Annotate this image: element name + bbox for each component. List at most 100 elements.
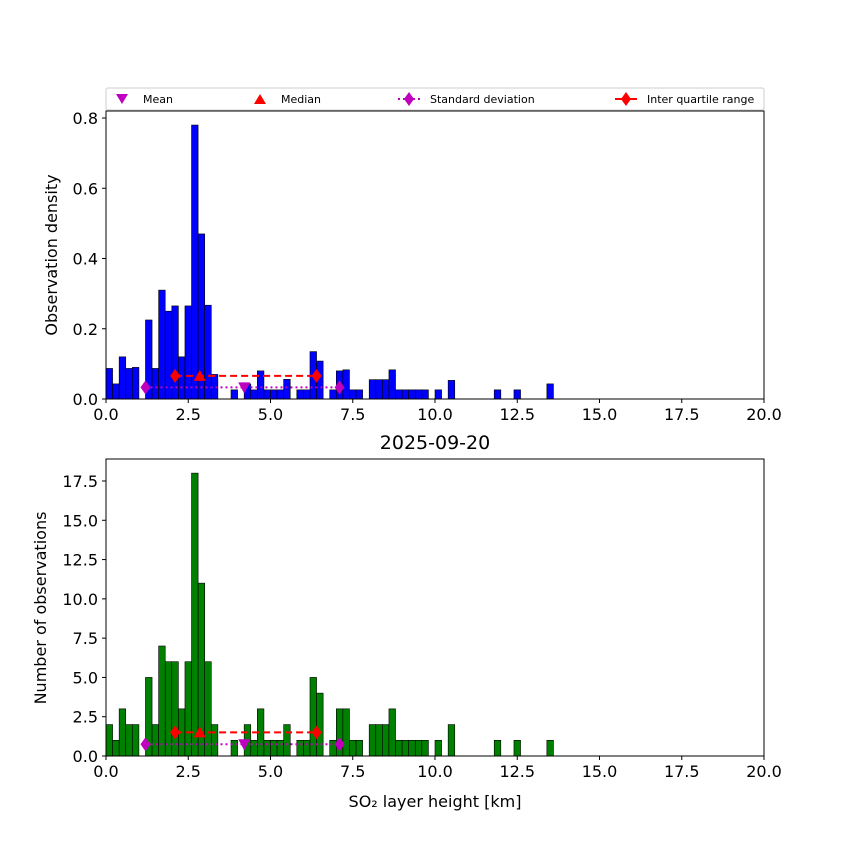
legend-mean-label: Mean [143,93,173,106]
bottom-y-tick-label: 2.5 [73,708,98,727]
legend-frame [105,87,765,111]
top-x-tick-label: 5.0 [258,405,283,424]
bottom-bar [368,724,377,757]
bottom-bar [263,739,271,757]
bottom-x-tick-label: 0.0 [93,762,118,781]
top-bar [349,389,357,400]
bottom-bar [210,724,219,757]
bottom-bar [493,739,502,757]
top-bar [118,356,127,400]
top-panel-axes: 0.0 2.5 5.0 7.5 10.0 12.5 15.0 17.5 20.0 0.0 0.2 0.… [73,109,782,424]
bottom-bar [414,739,423,757]
top-bar [270,389,278,400]
bottom-bar [132,724,140,757]
top-iqr-marker [311,368,322,383]
top-bar [408,389,416,400]
top-x-tick-label: 17.5 [664,405,700,424]
bottom-bar [329,739,337,757]
bottom-panel-stat-markers [140,725,345,752]
bottom-y-tick-label: 17.5 [62,472,98,491]
top-y-tick-label: 0.0 [73,390,98,409]
top-bar [112,383,120,400]
top-panel-y-label: Observation density [42,174,61,335]
bottom-bar [382,724,390,757]
top-x-tick-label: 0.0 [93,405,118,424]
top-bar [164,310,173,400]
bottom-bar [276,739,284,757]
top-bar [303,389,311,400]
top-bar [158,289,166,400]
top-x-tick-label: 20.0 [746,405,782,424]
bottom-std-marker [334,737,345,752]
bottom-y-tick-label: 0.0 [73,747,98,766]
bottom-bar [421,739,429,757]
top-mean-marker [238,382,251,394]
top-x-tick-label: 7.5 [340,405,365,424]
bottom-bar [388,708,396,757]
bottom-bar [204,661,212,757]
bottom-y-tick-label: 5.0 [73,668,98,687]
bottom-bar [401,739,409,757]
top-bar [178,356,186,400]
bottom-bar [395,739,403,757]
bottom-bar [112,739,120,757]
top-bar [382,379,390,400]
top-iqr-marker [170,368,181,383]
bottom-bar [349,739,357,757]
bottom-panel-y-label: Number of observations [31,512,50,705]
legend-mean-marker [116,94,128,104]
bottom-x-tick-label: 15.0 [582,762,618,781]
bottom-bar [171,661,179,757]
bottom-bar [105,724,113,757]
top-median-marker [193,369,206,381]
top-bar [342,369,350,400]
top-panel: 0.0 2.5 5.0 7.5 10.0 12.5 15.0 17.5 20.0 0.0 0.2 0.… [42,109,782,424]
bottom-bar [316,692,324,757]
top-y-tick-label: 0.4 [73,250,98,269]
bottom-bar [355,739,363,757]
top-y-tick-label: 0.6 [73,179,98,198]
bottom-bar [191,472,199,757]
bottom-bar [184,661,192,757]
top-bar [125,368,133,400]
bottom-x-tick-label: 7.5 [340,762,365,781]
bottom-y-tick-label: 12.5 [62,551,98,570]
top-bar [204,304,212,400]
bottom-bar [250,739,258,757]
bottom-bar [342,708,350,757]
top-x-tick-label: 12.5 [499,405,535,424]
top-bar [250,389,258,400]
legend-std-label: Standard deviation [430,93,535,106]
bottom-bar [230,739,238,757]
legend-median-label: Median [281,93,321,106]
bottom-bar [125,724,133,757]
top-bar [151,368,159,400]
top-bar [395,389,403,400]
legend-iqr-label: Inter quartile range [647,93,754,106]
top-bar [355,389,363,400]
top-x-tick-label: 15.0 [582,405,618,424]
bottom-std-marker [140,737,151,752]
top-bar [105,368,113,400]
bottom-iqr-marker [311,725,322,740]
top-y-tick-label: 0.2 [73,320,98,339]
top-bar [132,367,140,400]
bottom-bar [434,739,442,757]
top-panel-stat-markers [140,368,345,395]
top-bar [276,389,284,400]
top-x-tick-label: 10.0 [417,405,453,424]
bottom-median-marker [193,726,206,738]
top-y-tick-label: 0.8 [73,109,98,128]
legend: Mean Median Standard deviation Inter qua… [105,87,765,111]
top-bar [401,389,409,400]
top-bar [421,389,429,400]
bottom-bar [270,739,278,757]
bottom-bar [375,724,383,757]
top-std-marker [140,380,151,395]
bottom-x-tick-label: 2.5 [176,762,201,781]
top-bar [184,305,192,400]
legend-std-marker [404,92,414,106]
bottom-x-tick-label: 12.5 [499,762,535,781]
